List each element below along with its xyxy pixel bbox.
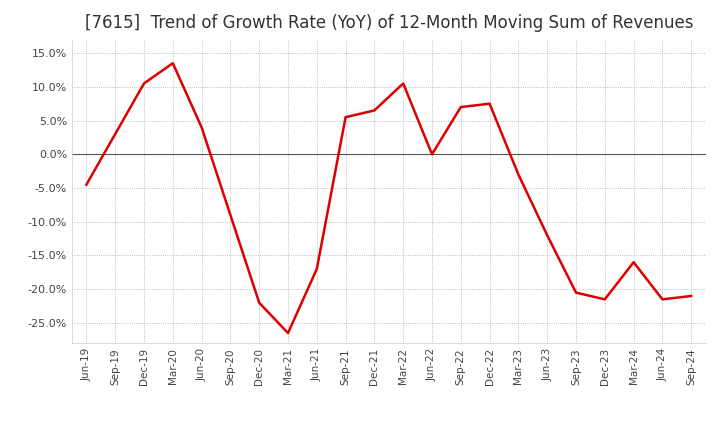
Title: [7615]  Trend of Growth Rate (YoY) of 12-Month Moving Sum of Revenues: [7615] Trend of Growth Rate (YoY) of 12-… [84,15,693,33]
